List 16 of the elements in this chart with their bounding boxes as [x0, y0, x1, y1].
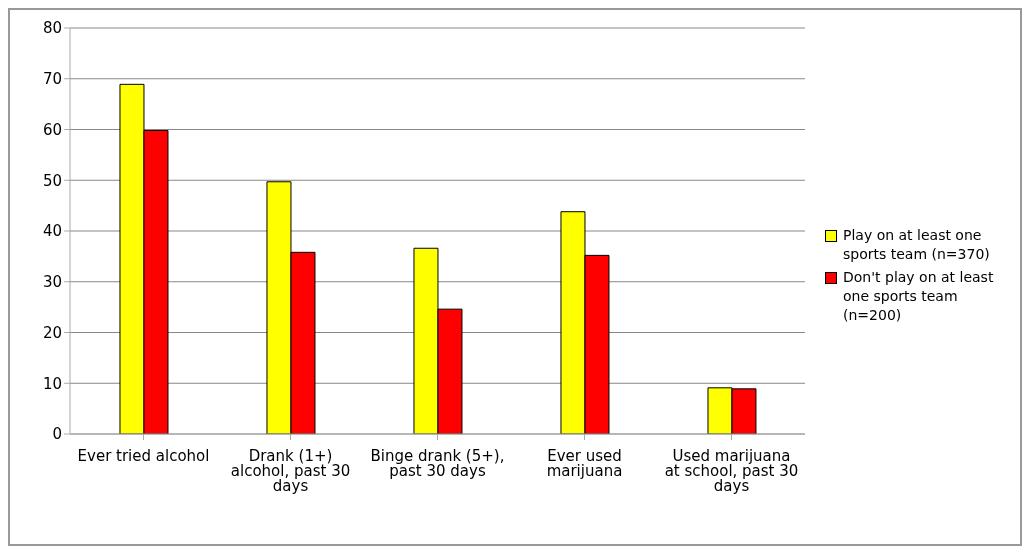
x-tick-label: Binge drank (5+), past 30 days — [370, 446, 505, 480]
y-tick-label: 0 — [52, 425, 62, 444]
y-tick-label: 10 — [42, 374, 62, 393]
y-tick-label: 50 — [42, 171, 62, 190]
y-tick-label: 40 — [42, 222, 62, 241]
x-tick-label: Used marijuana at school, past 30 days — [664, 446, 799, 495]
y-tick-label: 30 — [42, 273, 62, 292]
y-tick-label: 70 — [42, 70, 62, 89]
y-tick-label: 60 — [42, 120, 62, 139]
x-tick-label: Ever tried alcohol — [77, 446, 210, 465]
y-tick-label: 80 — [42, 19, 62, 38]
x-tick-label: Ever used marijuana — [546, 446, 623, 480]
legend-label: Play on at least one sports team (n=370) — [843, 225, 991, 264]
x-tick-label: Drank (1+) alcohol, past 30 days — [230, 446, 351, 495]
legend-label: Don't play on at least one sports team (n=200) — [843, 267, 995, 325]
y-tick-label: 20 — [42, 323, 62, 342]
